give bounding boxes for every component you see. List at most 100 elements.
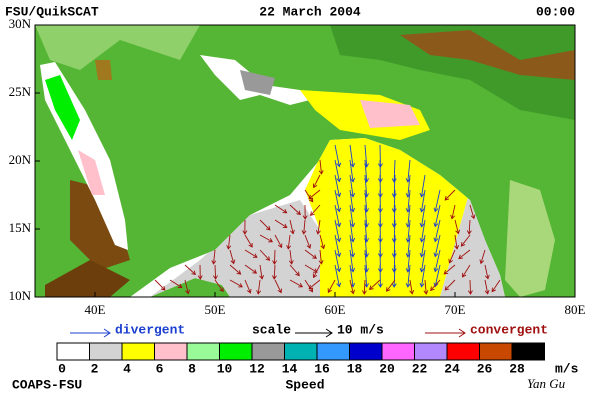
colorbar-tick-label: 20 <box>379 361 395 376</box>
speed-zone <box>305 138 470 297</box>
wind-arrow <box>308 279 321 290</box>
legend-convergent: convergent <box>470 322 548 337</box>
colorbar-swatch <box>316 342 350 361</box>
wind-arrow <box>430 279 441 292</box>
legend-scale: scale <box>252 322 291 337</box>
wind-arrow <box>244 234 253 248</box>
wind-arrow <box>391 234 397 258</box>
wind-arrow <box>184 264 197 275</box>
wind-arrow <box>302 204 308 220</box>
wind-arrow <box>327 279 336 294</box>
colorbar-tick-label: 6 <box>156 361 164 376</box>
colorbar-tick-label: 8 <box>188 361 196 376</box>
wind-arrow <box>319 234 326 250</box>
wind-arrow <box>274 219 288 229</box>
wind-arrow <box>364 264 369 288</box>
wind-arrow <box>242 219 248 235</box>
wind-arrow <box>229 279 243 288</box>
wind-arrow <box>419 174 426 198</box>
wind-arrow <box>289 204 301 216</box>
colorbar-tick-label: 10 <box>217 361 233 376</box>
wind-arrow <box>467 279 473 295</box>
wind-arrow <box>368 279 381 290</box>
wind-arrow <box>154 279 166 291</box>
wind-arrow <box>460 234 471 247</box>
gulf-of-oman <box>300 90 430 140</box>
wind-arrow <box>229 249 236 265</box>
wind-arrow <box>448 249 456 264</box>
wind-arrow <box>479 249 486 265</box>
wind-arrow <box>458 249 471 260</box>
wind-arrow <box>391 249 397 273</box>
wind-arrow <box>288 249 294 265</box>
wind-arrow <box>244 264 258 274</box>
wind-arrow <box>318 159 324 175</box>
wind-arrow <box>229 264 242 275</box>
wind-arrow <box>289 264 300 277</box>
colorbar-tick-label: 0 <box>58 361 66 376</box>
wind-arrow <box>484 264 490 280</box>
wind-arrow <box>349 204 356 228</box>
colorbar-swatch <box>154 342 188 361</box>
wind-arrow <box>391 189 397 213</box>
wind-arrow <box>169 279 183 288</box>
colorbar-swatch <box>479 342 513 361</box>
wind-arrow <box>450 204 456 220</box>
wind-arrow <box>315 219 321 235</box>
wind-arrow <box>274 279 282 294</box>
lon-label: 50E <box>205 302 226 317</box>
wind-arrow <box>433 204 441 228</box>
lon-label: 40E <box>85 302 106 317</box>
wind-arrow <box>259 234 274 243</box>
red-sea-speed <box>78 150 105 195</box>
footer-left: COAPS-FSU <box>12 377 82 392</box>
wind-arrow <box>444 279 456 291</box>
map-frame <box>34 24 576 298</box>
wind-arrow <box>272 249 278 265</box>
axes: 30N 25N 20N 15N 10N 40E 50E 60E 70E 80E <box>9 16 586 317</box>
wind-arrow <box>259 249 271 261</box>
mountains <box>70 180 130 270</box>
speed-zone <box>150 200 320 297</box>
wind-arrow <box>197 264 203 280</box>
red-sea-speed <box>45 75 80 140</box>
wind-arrow <box>443 264 456 275</box>
wind-arrow <box>349 144 356 168</box>
wind-arrow <box>301 219 307 235</box>
colorbar-tick-label: 24 <box>444 361 460 376</box>
wind-arrow <box>405 264 411 288</box>
wind-arrow <box>214 279 224 293</box>
colorbar-title: Speed <box>285 377 324 392</box>
wind-arrow <box>304 264 318 273</box>
wind-arrow <box>361 279 367 295</box>
wind-arrow <box>334 159 342 183</box>
wind-arrow <box>274 204 288 214</box>
wind-arrow <box>349 189 356 213</box>
wind-arrow <box>409 279 415 295</box>
colorbar-swatch <box>219 342 253 361</box>
wind-arrow <box>213 264 218 280</box>
wind-arrow <box>304 189 314 203</box>
colorbar-swatch <box>284 342 318 361</box>
wind-arrow <box>423 279 429 295</box>
wind-arrow <box>211 249 217 265</box>
colorbar-tick-label: 14 <box>282 361 298 376</box>
wind-arrow <box>334 249 342 273</box>
header-right: 00:00 <box>536 4 575 19</box>
header-left: FSU/QuikSCAT <box>5 4 99 19</box>
lat-label: 30N <box>9 16 32 31</box>
wind-arrow <box>462 264 471 278</box>
wind-arrow <box>271 264 277 280</box>
colorbar-swatch <box>121 342 155 361</box>
wind-arrow <box>334 174 342 198</box>
wind-arrow <box>386 279 396 292</box>
legend-arrow-head <box>325 328 333 338</box>
wind-arrow <box>310 204 321 217</box>
wind-arrow <box>454 234 460 250</box>
colorbar-swatch <box>446 342 480 361</box>
wind-arrow <box>391 204 397 228</box>
legend-arrow-head <box>103 328 111 338</box>
wind-arrow <box>433 234 441 258</box>
